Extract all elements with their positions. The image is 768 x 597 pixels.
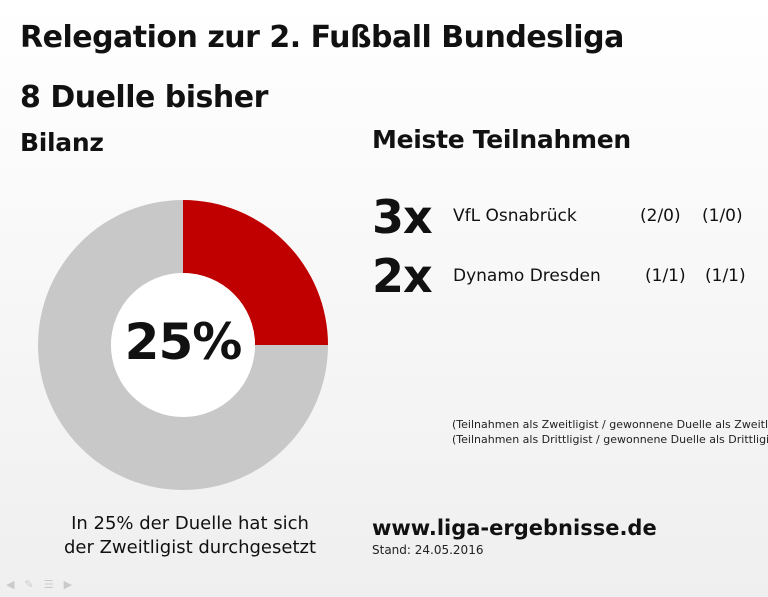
pen-icon[interactable]: ✎	[24, 578, 34, 591]
row-2-stat-zweitligist: (1/1)	[645, 266, 686, 286]
row-2-stat-drittligist: (1/1)	[705, 266, 746, 286]
legend-line-1: (Teilnahmen als Zweitligist / gewonnene …	[452, 418, 768, 431]
menu-icon[interactable]: ☰	[43, 578, 54, 591]
donut-slice-2	[38, 200, 328, 490]
row-2-count: 2x	[372, 249, 433, 303]
stats-legend: (Teilnahmen als Zweitligist / gewonnene …	[452, 417, 768, 447]
arrow-right-icon[interactable]: ▶	[63, 578, 73, 591]
row-1-stat-drittligist: (1/0)	[702, 206, 743, 226]
caption-line-2: der Zweitligist durchgesetzt	[63, 537, 317, 558]
caption-line-1: In 25% der Duelle hat sich	[71, 513, 309, 534]
bilanz-heading: Bilanz	[20, 128, 104, 157]
legend-line-2: (Teilnahmen als Drittligist / gewonnene …	[452, 433, 768, 446]
row-1-count: 3x	[372, 190, 433, 244]
row-2-team: Dynamo Dresden	[453, 266, 601, 286]
arrow-left-icon[interactable]: ◀	[6, 578, 15, 591]
donut-slice-1	[183, 200, 328, 345]
page-title: Relegation zur 2. Fußball Bundesliga	[20, 20, 624, 55]
donut-chart	[38, 200, 328, 490]
page-subtitle: 8 Duelle bisher	[20, 80, 268, 115]
row-1-team: VfL Osnabrück	[453, 206, 577, 226]
donut-hole	[111, 273, 255, 417]
row-1-stat-zweitligist: (2/0)	[640, 206, 681, 226]
bilanz-caption: In 25% der Duelle hat sich der Zweitligi…	[30, 512, 350, 560]
donut-center-label: 25%	[124, 313, 243, 371]
meiste-teilnahmen-heading: Meiste Teilnahmen	[372, 125, 631, 154]
website-link[interactable]: www.liga-ergebnisse.de	[372, 516, 657, 540]
stand-date: Stand: 24.05.2016	[372, 543, 484, 557]
slide-toolbar: ◀ ✎ ☰ ▶	[6, 578, 72, 591]
